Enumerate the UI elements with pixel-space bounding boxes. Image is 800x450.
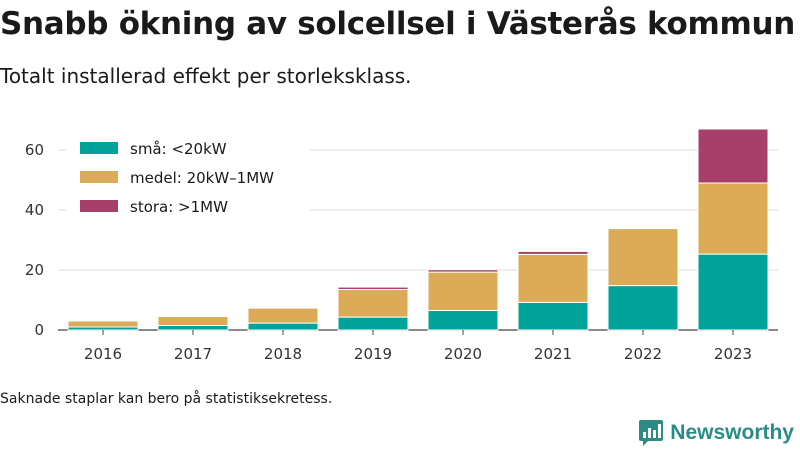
chart-title: Snabb ökning av solcellsel i Västerås ko… [0, 6, 795, 42]
bar-segment-2-2017 [157, 316, 229, 326]
bar-segment-2-2022 [607, 228, 679, 287]
bar-segment-1-2022 [607, 285, 679, 331]
legend: små: <20kW medel: 20kW–1MW stora: >1MW [66, 132, 310, 222]
x-tick-label: 2018 [264, 345, 302, 363]
bar-segment-2-2016 [67, 320, 139, 328]
bar-segment-3-2021 [517, 250, 589, 255]
bar-segment-2-2018 [247, 307, 319, 324]
legend-label-2: medel: 20kW–1MW [130, 169, 274, 187]
bar-segment-1-2020 [427, 310, 499, 331]
bar-segment-1-2019 [337, 316, 409, 331]
bar-segment-2-2020 [427, 271, 499, 312]
y-tick-label: 20 [25, 261, 44, 279]
bar-segment-3-2023 [697, 128, 769, 184]
y-tick-label: 40 [25, 201, 44, 219]
y-tick-label: 0 [34, 321, 44, 339]
bar-segment-3-2019 [337, 286, 409, 291]
bar-segment-1-2018 [247, 322, 319, 331]
x-tick-label: 2017 [174, 345, 212, 363]
footnote: Saknade staplar kan bero på statistiksek… [0, 391, 333, 407]
x-tick-label: 2022 [624, 345, 662, 363]
x-tick-label: 2019 [354, 345, 392, 363]
x-tick-label: 2021 [534, 345, 572, 363]
bars [67, 128, 769, 331]
bar-segment-2-2019 [337, 289, 409, 318]
bar-segment-1-2021 [517, 301, 589, 331]
bar-segment-3-2020 [427, 269, 499, 273]
legend-swatch-1 [80, 142, 118, 154]
x-tick-label: 2023 [714, 345, 752, 363]
brand: Newsworthy [638, 418, 794, 448]
x-tick-label: 2016 [84, 345, 122, 363]
y-tick-label: 60 [25, 141, 44, 159]
y-axis: 0 20 40 60 [25, 141, 44, 339]
stacked-bar-chart: 0 20 40 60 2016 2017 2018 2019 2020 2021 2022 2023… [25, 128, 778, 363]
legend-swatch-3 [80, 200, 118, 212]
brand-name: Newsworthy [670, 421, 794, 444]
bar-segment-3-2016 [67, 319, 139, 322]
newsworthy-logo-icon [639, 420, 664, 446]
x-axis: 2016 2017 2018 2019 2020 2021 2022 2023 [84, 330, 752, 363]
chart-subtitle: Totalt installerad effekt per storlekskl… [0, 64, 412, 88]
bar-segment-1-2023 [697, 253, 769, 331]
bar-segment-1-2017 [157, 325, 229, 331]
bar-segment-2-2021 [517, 253, 589, 303]
legend-swatch-2 [80, 171, 118, 183]
legend-label-3: stora: >1MW [130, 198, 228, 216]
x-tick-label: 2020 [444, 345, 482, 363]
bar-segment-2-2023 [697, 182, 769, 255]
legend-label-1: små: <20kW [130, 140, 227, 158]
